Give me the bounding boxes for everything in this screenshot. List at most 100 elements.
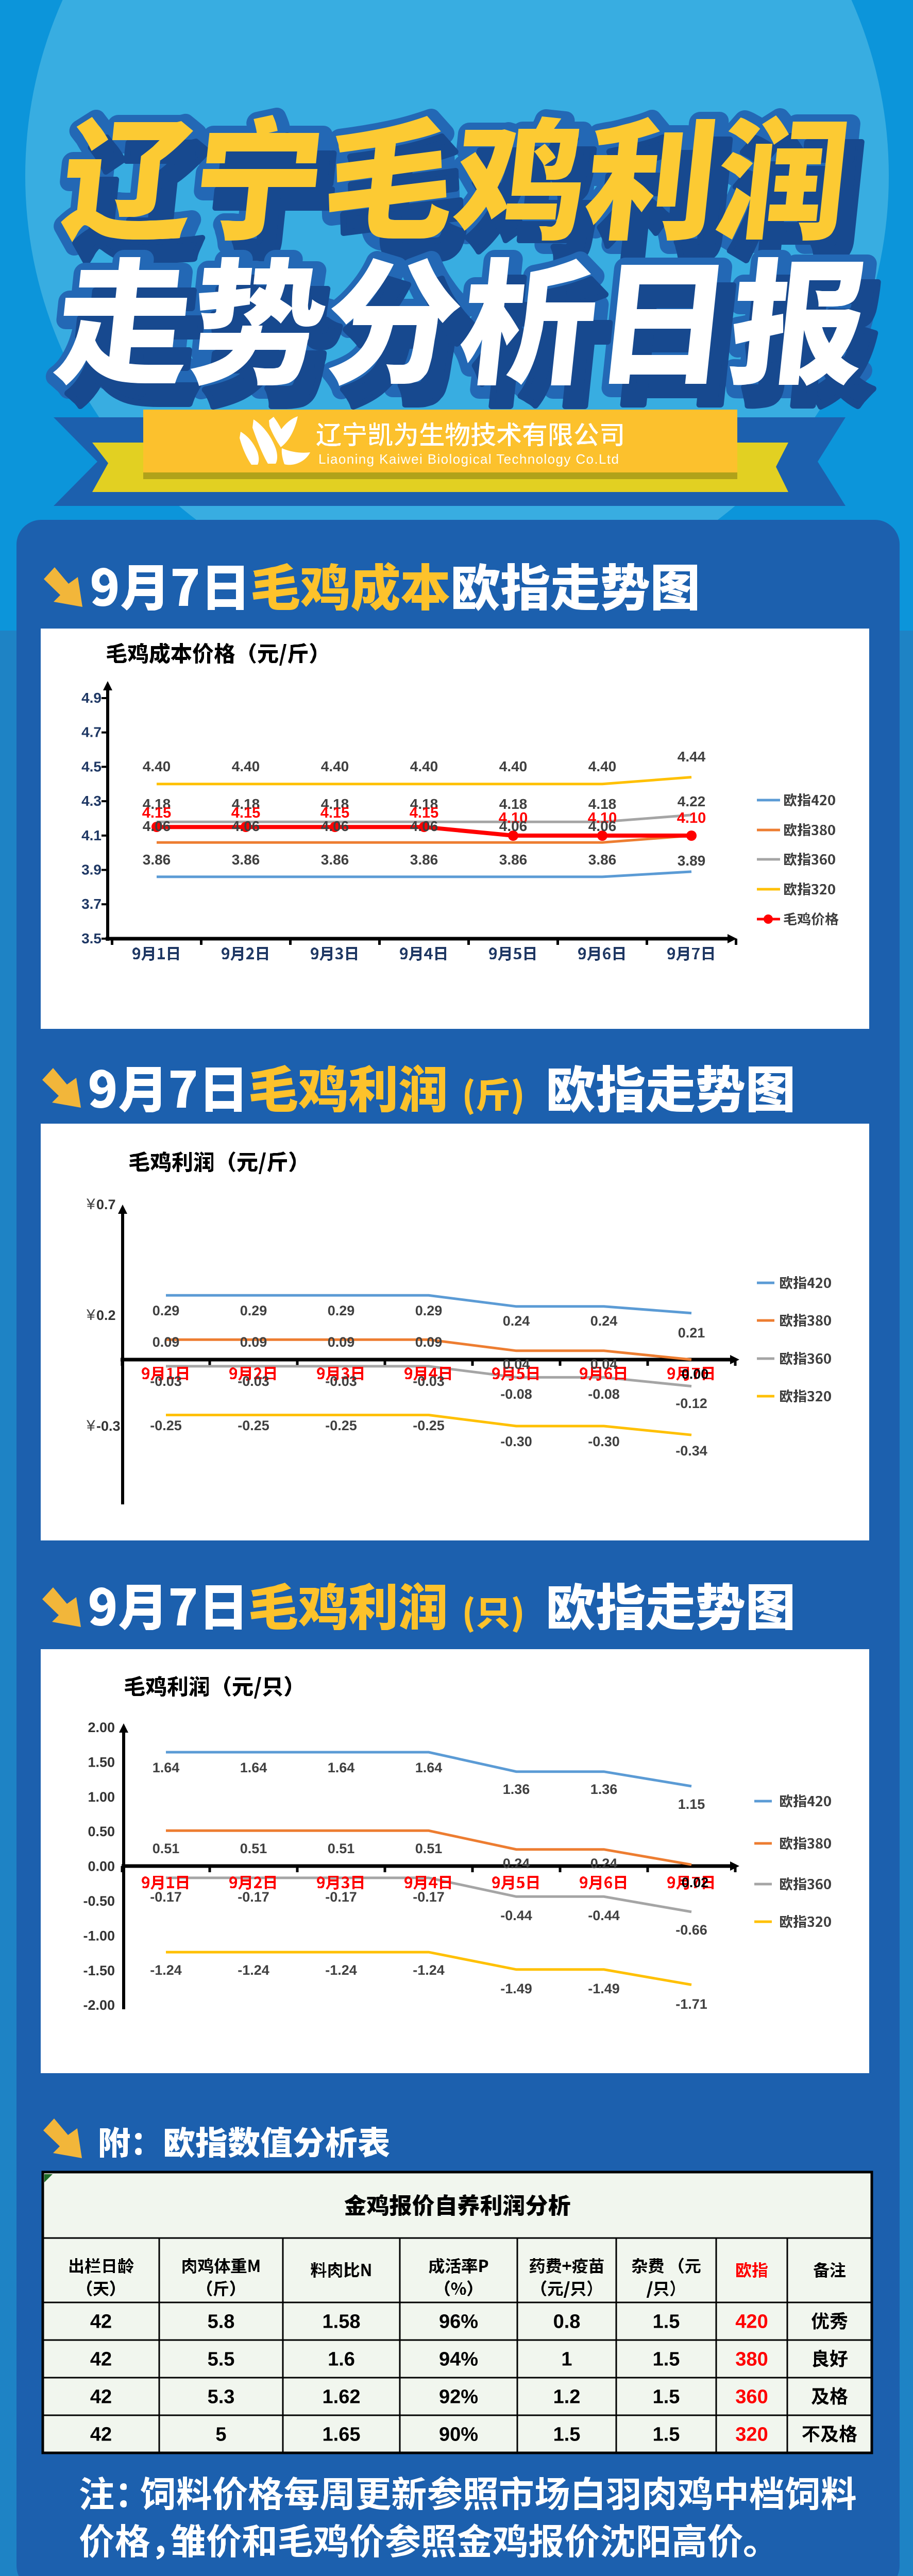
svg-text:-0.44: -0.44 [588,1908,620,1923]
svg-text:4.18: 4.18 [410,796,438,812]
svg-text:42: 42 [90,2424,112,2446]
svg-text:¥: ¥ [86,1307,95,1324]
svg-text:5: 5 [215,2424,226,2446]
svg-text:0.8: 0.8 [553,2311,581,2333]
svg-text:2.00: 2.00 [88,1720,115,1735]
svg-text:4.40: 4.40 [232,758,260,774]
svg-text:0.2: 0.2 [96,1308,116,1323]
svg-text:4.40: 4.40 [588,758,617,774]
svg-text:3.86: 3.86 [143,852,171,868]
svg-text:0.24: 0.24 [590,1856,618,1871]
svg-text:4.10: 4.10 [499,810,528,826]
svg-text:4.15: 4.15 [410,805,438,821]
svg-text:-0.08: -0.08 [500,1386,532,1402]
svg-text:5.8: 5.8 [208,2311,235,2333]
svg-text:42: 42 [90,2349,112,2370]
svg-text:1.64: 1.64 [415,1760,443,1775]
svg-text:3.9: 3.9 [81,862,102,878]
svg-text:1.64: 1.64 [153,1760,180,1775]
svg-text:0.24: 0.24 [503,1313,530,1329]
svg-text:5.5: 5.5 [208,2349,235,2370]
svg-text:-0.3: -0.3 [96,1418,121,1434]
svg-text:4.06: 4.06 [143,818,171,834]
svg-text:1.5: 1.5 [653,2424,680,2446]
svg-text:-0.12: -0.12 [675,1396,707,1411]
svg-text:-1.24: -1.24 [413,1962,445,1978]
svg-text:-0.50: -0.50 [83,1893,115,1909]
svg-text:0.29: 0.29 [153,1303,180,1318]
svg-text:1.64: 1.64 [328,1760,355,1775]
svg-text:-0.17: -0.17 [325,1889,357,1905]
svg-text:3.86: 3.86 [588,852,617,868]
svg-text:4.10: 4.10 [588,810,617,826]
svg-text:1.5: 1.5 [653,2386,680,2408]
svg-text:1.6: 1.6 [328,2349,355,2370]
svg-text:-0.25: -0.25 [413,1418,445,1433]
svg-text:-1.49: -1.49 [588,1981,620,1996]
svg-text:0.02: 0.02 [682,1875,709,1890]
svg-text:3.7: 3.7 [81,896,102,912]
svg-text:4.18: 4.18 [588,796,617,812]
svg-text:1.50: 1.50 [88,1754,115,1770]
svg-text:-0.03: -0.03 [325,1374,357,1389]
svg-text:4.22: 4.22 [678,793,706,809]
svg-text:0.00: 0.00 [682,1366,709,1382]
svg-text:1.65: 1.65 [323,2424,361,2446]
svg-text:-0.17: -0.17 [413,1889,445,1905]
svg-text:0.00: 0.00 [88,1859,115,1874]
svg-text:0.21: 0.21 [678,1325,705,1341]
svg-text:1.64: 1.64 [240,1760,267,1775]
svg-text:-0.25: -0.25 [325,1418,357,1433]
svg-text:0.04: 0.04 [590,1357,618,1372]
svg-text:0.24: 0.24 [590,1313,618,1329]
svg-text:Liaoning Kaiwei Biological Tec: Liaoning Kaiwei Biological Technology Co… [318,451,619,467]
svg-text:0.51: 0.51 [328,1841,355,1856]
svg-text:1: 1 [561,2349,572,2370]
svg-text:1.15: 1.15 [678,1797,705,1812]
svg-text:3.89: 3.89 [678,853,706,869]
svg-text:320: 320 [735,2424,768,2446]
svg-text:0.50: 0.50 [88,1824,115,1839]
svg-text:-0.17: -0.17 [238,1889,269,1905]
svg-text:-1.24: -1.24 [325,1962,357,1978]
svg-text:0.09: 0.09 [153,1334,180,1350]
svg-text:-1.00: -1.00 [83,1928,115,1943]
svg-text:5.3: 5.3 [208,2386,235,2408]
svg-text:1.58: 1.58 [323,2311,361,2333]
svg-text:1.00: 1.00 [88,1789,115,1805]
svg-text:-0.25: -0.25 [238,1418,269,1433]
svg-text:4.15: 4.15 [320,805,349,821]
svg-text:3.86: 3.86 [499,852,528,868]
svg-text:-1.24: -1.24 [150,1962,182,1978]
svg-text:3.86: 3.86 [321,852,349,868]
svg-text:4.3: 4.3 [81,793,102,809]
svg-text:96%: 96% [439,2311,478,2333]
svg-text:0.7: 0.7 [96,1197,116,1212]
svg-text:3.86: 3.86 [232,852,260,868]
svg-text:0.29: 0.29 [328,1303,355,1318]
svg-text:-0.17: -0.17 [150,1889,182,1905]
svg-text:3.86: 3.86 [410,852,438,868]
svg-text:-0.03: -0.03 [413,1374,445,1389]
svg-text:-0.08: -0.08 [588,1386,620,1402]
svg-text:4.06: 4.06 [410,818,438,834]
svg-text:0.09: 0.09 [240,1334,267,1350]
svg-text:-1.50: -1.50 [83,1963,115,1978]
svg-text:4.10: 4.10 [677,810,706,826]
svg-text:4.18: 4.18 [232,796,260,812]
svg-text:0.29: 0.29 [240,1303,267,1318]
svg-text:¥: ¥ [86,1196,95,1213]
svg-text:1.5: 1.5 [553,2424,581,2446]
svg-text:4.18: 4.18 [321,796,349,812]
svg-text:4.44: 4.44 [678,749,706,765]
svg-text:4.40: 4.40 [321,758,349,774]
svg-text:1.5: 1.5 [653,2311,680,2333]
svg-text:4.06: 4.06 [499,818,528,834]
svg-text:360: 360 [735,2386,768,2408]
svg-text:4.18: 4.18 [143,796,171,812]
svg-text:1.2: 1.2 [553,2386,581,2408]
svg-text:0.09: 0.09 [328,1334,355,1350]
svg-text:42: 42 [90,2386,112,2408]
svg-text:4.5: 4.5 [81,758,102,774]
svg-text:0.09: 0.09 [415,1334,443,1350]
